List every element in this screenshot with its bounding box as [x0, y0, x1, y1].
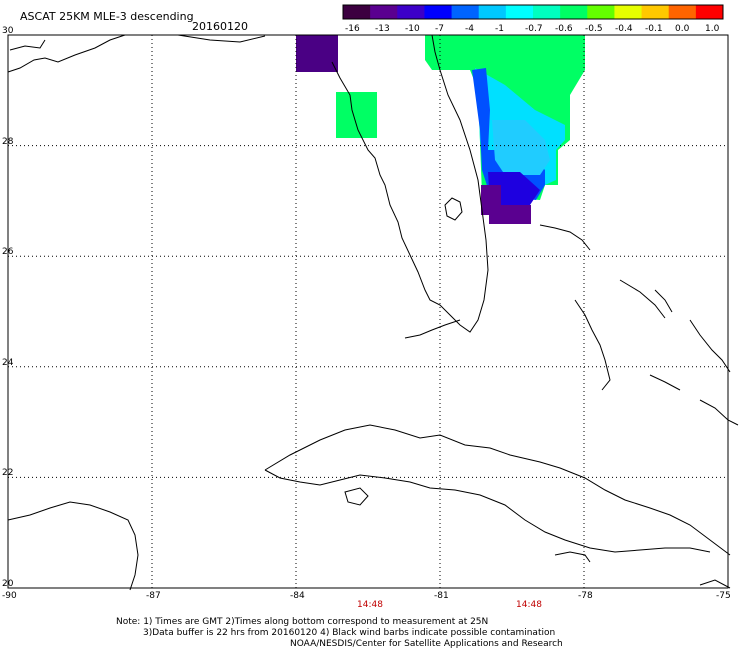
colorbar-label: -1 [495, 24, 504, 34]
swath-purple-south2 [489, 205, 531, 224]
colorbar-segment [424, 5, 453, 19]
colorbar-label: -0.5 [585, 24, 603, 34]
swath-green-small [336, 92, 377, 138]
x-axis-label: -78 [578, 591, 593, 601]
swath-purple-northwest [296, 35, 338, 72]
colorbar-label: -0.6 [555, 24, 573, 34]
time-label-1: 14:48 [357, 600, 383, 610]
note-line-1: Note: 1) Times are GMT 2)Times along bot… [116, 617, 489, 627]
map-date: 20160120 [192, 20, 248, 33]
colorbar-segment [505, 5, 534, 19]
x-axis-label: -84 [290, 591, 305, 601]
color-scale-bar [342, 4, 724, 20]
coastlines [7, 34, 739, 591]
colorbar-label: -7 [435, 24, 444, 34]
colorbar-segment [397, 5, 425, 19]
y-axis-label: 26 [2, 247, 14, 258]
colorbar-label: -10 [405, 24, 420, 34]
colorbar-segment [587, 5, 615, 19]
colorbar-segment [370, 5, 398, 19]
colorbar-label: 0.0 [675, 24, 690, 34]
colorbar-segment [560, 5, 588, 19]
swath-cyan-inner [492, 120, 550, 175]
colorbar-segment [343, 5, 371, 19]
colorbar-label: -16 [345, 24, 360, 34]
x-axis-label: -81 [434, 591, 449, 601]
map-title: ASCAT 25KM MLE-3 descending [20, 10, 194, 23]
y-axis-label: 30 [2, 26, 14, 36]
x-axis-label: -75 [716, 591, 731, 601]
colorbar-label: -13 [375, 24, 390, 34]
colorbar-label: -4 [465, 24, 474, 34]
note-line-3: NOAA/NESDIS/Center for Satellite Applica… [290, 639, 563, 649]
y-axis-label: 22 [2, 468, 14, 479]
note-line-2: 3)Data buffer is 22 hrs from 20160120 4)… [143, 628, 556, 638]
colorbar-segment [478, 5, 507, 19]
x-axis-label: -87 [146, 591, 161, 601]
colorbar-label: -0.4 [615, 24, 633, 34]
colorbar-segment [695, 5, 724, 19]
y-axis-label: 28 [2, 136, 14, 147]
y-axis-label: 20 [2, 579, 14, 589]
x-axis-label: -90 [2, 591, 17, 601]
colorbar-segment [641, 5, 670, 19]
time-label-2: 14:48 [516, 600, 542, 610]
colorbar-label: 1.0 [705, 24, 720, 34]
colorbar-segment [614, 5, 643, 19]
y-axis-label: 24 [2, 357, 14, 368]
colorbar-segment [668, 5, 697, 19]
lat-lon-grid [8, 35, 728, 588]
colorbar-label: -0.1 [645, 24, 663, 34]
map-frame [7, 34, 729, 589]
colorbar-segment [451, 5, 480, 19]
colorbar-label: -0.7 [525, 24, 543, 34]
data-swaths [296, 35, 585, 224]
colorbar-segment [533, 5, 561, 19]
